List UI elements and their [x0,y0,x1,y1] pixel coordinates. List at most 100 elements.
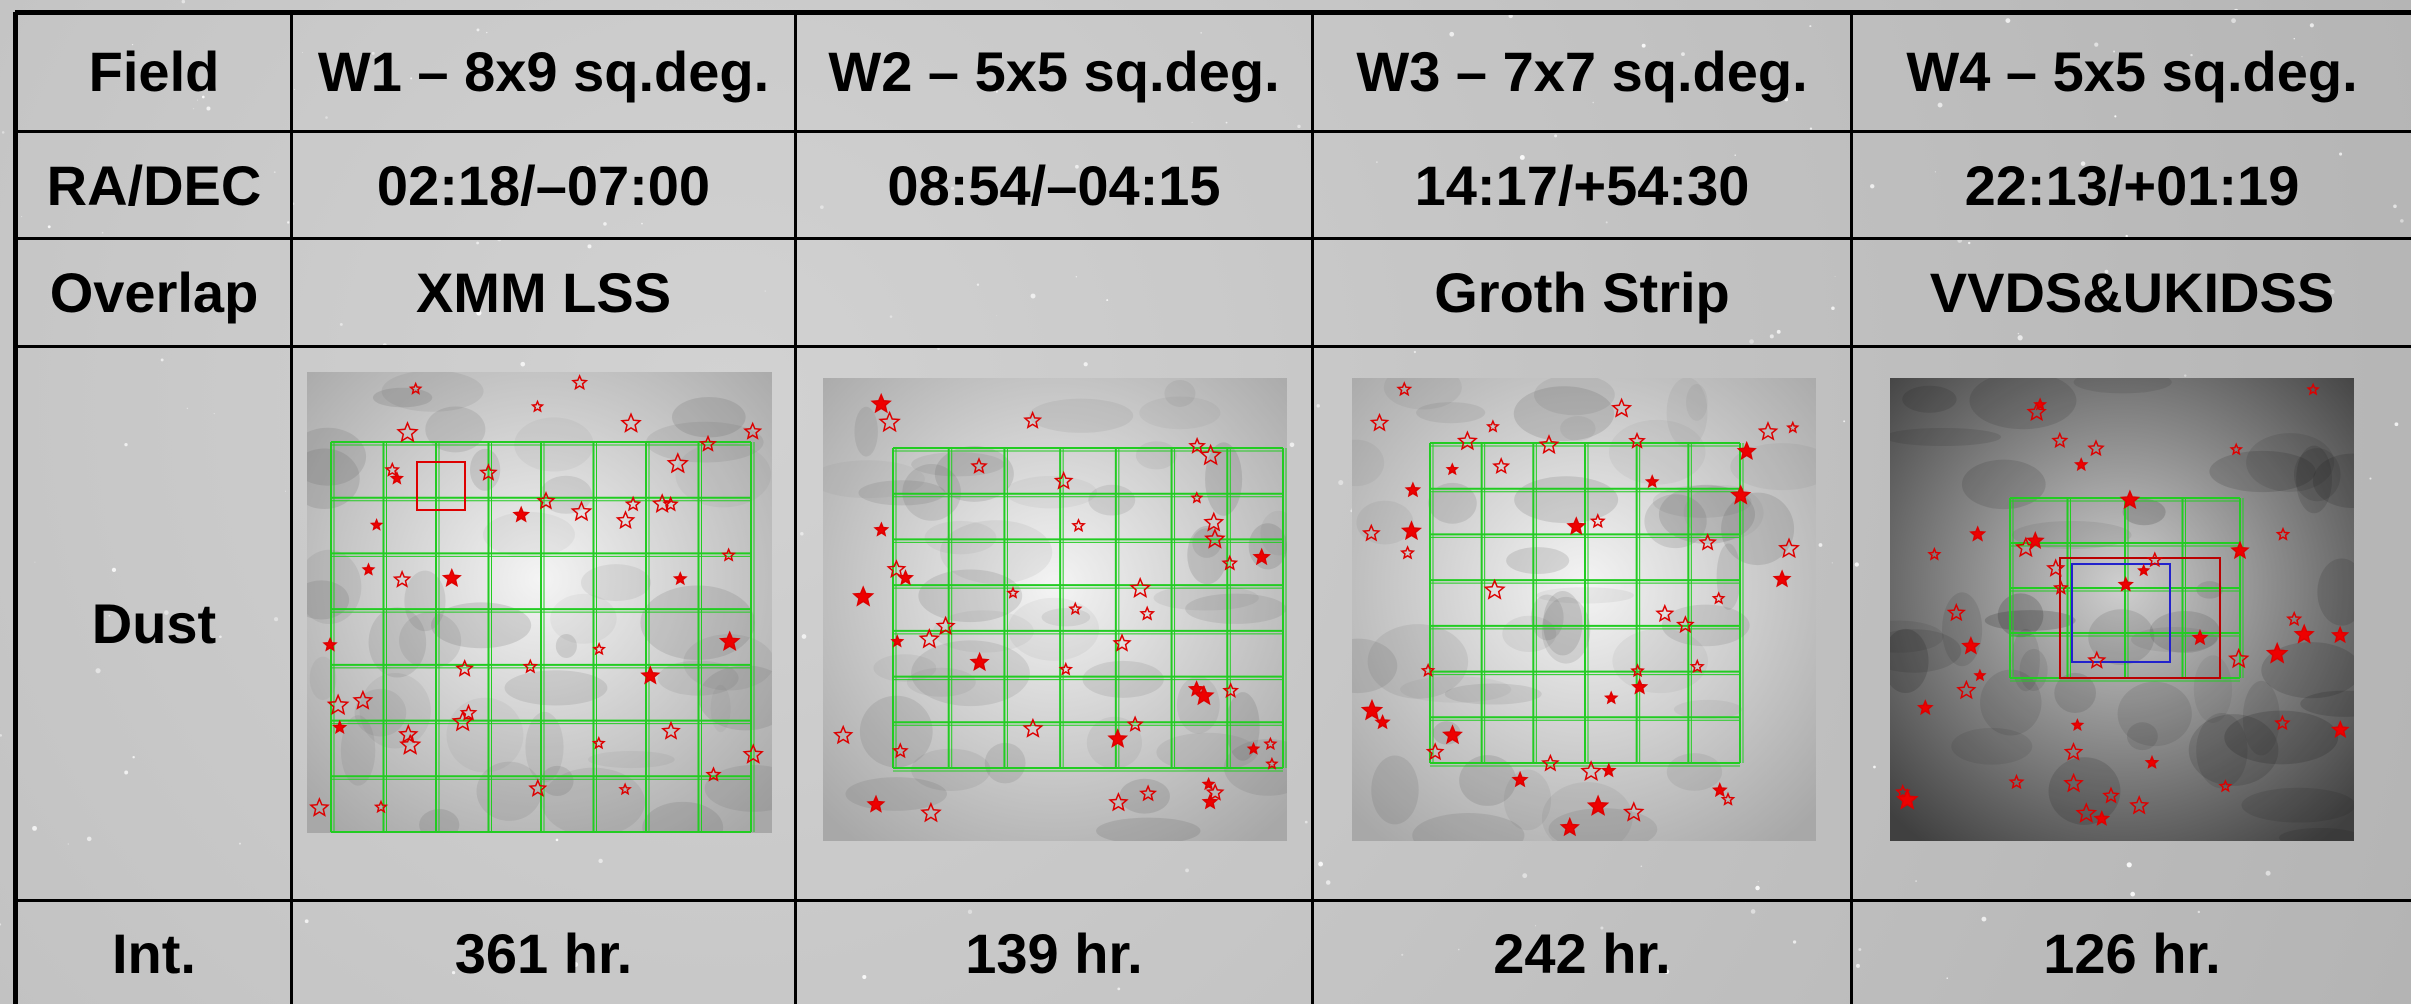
star [802,634,807,639]
star [1305,821,1308,824]
dust-cloud [911,452,1004,476]
dust-map [307,372,772,833]
dust-cloud [1951,728,2032,765]
star [1843,420,1845,422]
star [1318,862,1323,867]
dust-cloud [1962,460,2046,509]
dust-cloud [505,670,608,705]
dust-cloud [1368,624,1469,699]
star [1326,880,1331,885]
dust-cloud [1356,501,1413,545]
dust-cloud [1674,700,1742,719]
header-cell: W4 – 5x5 sq.deg. [1853,13,2411,130]
star [520,362,525,367]
star [598,859,602,863]
dust-map [1890,378,2354,841]
star [1076,276,1077,277]
cell: 08:54/–04:15 [797,133,1311,237]
row-label: Dust [18,348,290,899]
dust-cloud [2209,451,2315,492]
row-label: RA/DEC [18,133,290,237]
dust-cloud [1560,416,1596,441]
star [2127,862,2132,867]
star [556,839,559,842]
table-page: Field W1 – 8x9 sq.deg. W2 – 5x5 sq.deg. … [0,0,2411,1004]
star [2266,871,2271,876]
star [1832,562,1833,563]
dust-cloud [1514,476,1618,523]
cell: 361 hr. [293,902,794,1004]
dust-cloud [1506,547,1569,574]
cell: 02:18/–07:00 [293,133,794,237]
dust-cloud [1612,629,1708,693]
star [0,923,1,925]
star [2130,892,2135,897]
star [1031,294,1036,299]
star [1414,351,1416,353]
dust-cloud [1008,598,1099,661]
rule [15,345,2411,348]
dust-cloud [1942,592,1982,666]
dust-cloud [1644,494,1706,548]
star [1758,881,1759,882]
star [1185,869,1189,873]
dust-cloud [369,607,427,677]
star [2369,478,2371,480]
dust-cloud [514,417,593,471]
dust-cloud [1185,594,1286,624]
dust-cloud [1042,608,1091,626]
dust-cloud [1721,493,1794,565]
dust-map [1352,378,1816,841]
star [1084,362,1088,366]
star [1755,886,1760,891]
dust-cloud [2194,655,2232,723]
cell: 126 hr. [1853,902,2411,1004]
row-label: Int. [18,902,290,1004]
star [2,131,5,134]
dust-cloud [2020,649,2048,691]
row-label: Overlap [18,240,290,345]
dust-cloud [1187,526,1227,584]
star [1338,480,1343,485]
dust-cloud [556,634,577,658]
cell: 22:13/+01:19 [1853,133,2411,237]
star [1106,299,1108,301]
dust-cloud [1902,386,1956,413]
dust-cloud [911,749,990,791]
dust-cloud [1029,399,1133,433]
dust-cloud [446,698,523,773]
dust-cloud [1005,476,1097,508]
dust-cloud [588,751,675,768]
dust-cloud [1686,384,1707,421]
cell: Groth Strip [1314,240,1850,345]
star [1522,873,1527,878]
dust-cloud [854,407,877,457]
star [2184,374,2186,376]
header-cell: W1 – 8x9 sq.deg. [293,13,794,130]
cell: 14:17/+54:30 [1314,133,1850,237]
star [1855,562,1859,566]
star [996,315,997,316]
dust-cloud [1139,396,1220,429]
dust-cloud [2118,682,2192,746]
header-cell: Field [18,13,290,130]
dust-cloud [918,570,1022,623]
star [1915,880,1916,881]
star [1290,442,1295,447]
cell: 242 hr. [1314,902,1850,1004]
dust-map [823,378,1287,841]
dust-cloud [1205,442,1242,515]
star [2395,422,2399,426]
dust-cloud [1371,756,1418,825]
star [182,0,186,3]
star [1317,404,1320,407]
dust-cloud [1502,616,1556,652]
dust-cloud [1667,753,1722,791]
star [1873,766,1876,769]
dust-cloud [1985,610,2076,631]
cell: XMM LSS [293,240,794,345]
dust-cloud [310,657,337,700]
star [1641,865,1643,867]
dust-cloud [483,512,575,557]
dust-cloud [2196,713,2247,788]
